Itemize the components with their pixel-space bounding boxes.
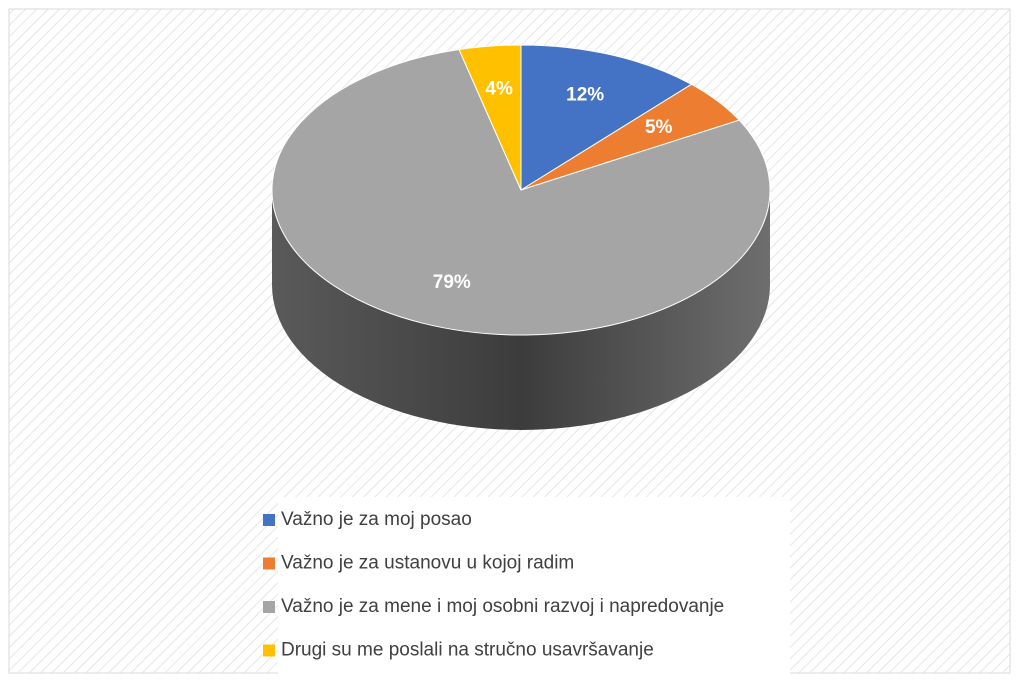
value-label: 5% [645, 117, 673, 138]
pie-slice [520, 44, 693, 191]
legend-swatch [263, 601, 275, 613]
legend-label: Važno je za moj posao [281, 509, 472, 530]
pie-slice [458, 44, 522, 191]
legend-label: Važno je za mene i moj osobni razvoj i n… [281, 596, 724, 617]
legend-swatch [263, 514, 275, 526]
value-label: 12% [566, 85, 604, 106]
legend-box [278, 497, 790, 675]
pie-slice [271, 49, 771, 336]
pie-side [272, 190, 770, 430]
legend-label: Drugi su me poslali na stručno usavršava… [281, 640, 654, 661]
legend-label: Važno je za ustanovu u kojoj radim [281, 553, 574, 574]
value-label: 79% [433, 272, 471, 293]
legend-swatch [263, 557, 275, 570]
value-label: 4% [485, 78, 513, 99]
legend-swatch [263, 644, 275, 657]
